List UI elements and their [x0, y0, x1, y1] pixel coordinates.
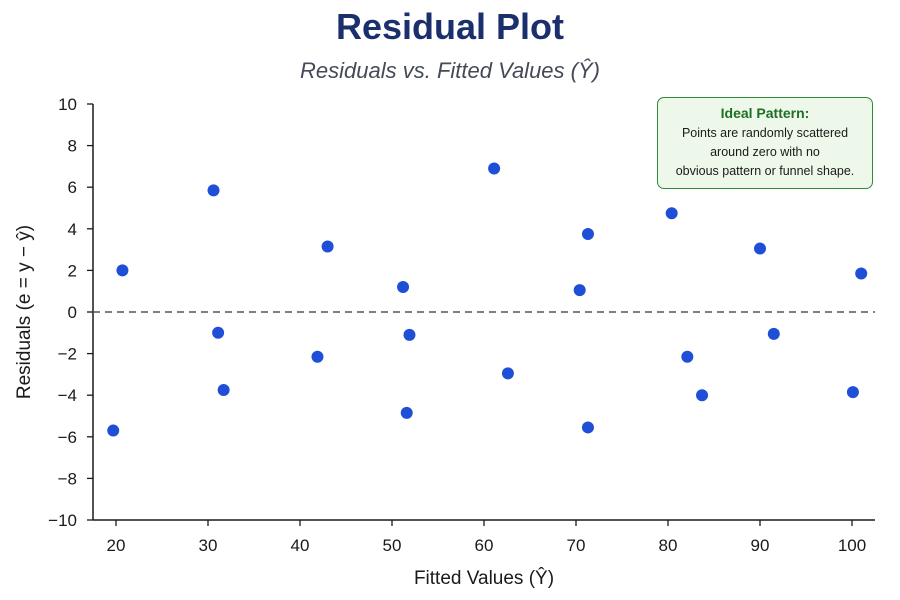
y-tick-label: 4 [68, 220, 77, 239]
ideal-pattern-line: Points are randomly scattered [681, 126, 849, 140]
y-tick-label: 6 [68, 178, 77, 197]
y-axis-title: Residuals (e = y − ŷ) [14, 225, 35, 399]
data-point [696, 389, 709, 402]
data-point [581, 421, 594, 434]
data-point [116, 264, 129, 277]
data-point [321, 240, 334, 253]
x-tick-label: 100 [838, 536, 866, 555]
x-axis-title: Fitted Values (Ŷ) [414, 567, 554, 589]
data-point [665, 207, 678, 220]
data-point [767, 327, 780, 340]
y-tick-label: 8 [68, 137, 77, 156]
x-tick-label: 40 [291, 536, 310, 555]
data-points [107, 162, 868, 437]
x-tick-label: 30 [199, 536, 218, 555]
ideal-pattern-title: Ideal Pattern: [720, 105, 810, 121]
data-point [754, 242, 766, 255]
y-tick-label: 0 [68, 303, 77, 322]
data-point [397, 281, 410, 294]
data-point [581, 228, 594, 240]
data-point [501, 367, 514, 380]
data-point [107, 424, 120, 437]
y-tick-label: 10 [58, 95, 77, 114]
y-tick-label: −8 [58, 469, 77, 488]
data-point [846, 386, 859, 399]
x-tick-label: 50 [383, 536, 402, 555]
data-point [400, 406, 413, 419]
chart-title: Residual Plot [335, 6, 565, 47]
y-tick-label: −2 [58, 345, 77, 364]
data-point [207, 184, 220, 197]
x-tick-label: 70 [567, 536, 586, 555]
data-point [855, 267, 868, 280]
data-point [573, 284, 586, 297]
y-tick-label: −6 [58, 428, 77, 447]
data-point [217, 384, 230, 396]
ideal-pattern-line: around zero with no [710, 145, 820, 159]
ideal-pattern-note: Ideal Pattern: Points are randomly scatt… [657, 97, 873, 189]
data-point [681, 350, 694, 363]
chart-subtitle: Residuals vs. Fitted Values (Ŷ) [300, 58, 600, 83]
x-tick-label: 90 [751, 536, 770, 555]
data-point [488, 162, 501, 175]
data-point [212, 326, 225, 339]
y-tick-label: −4 [58, 386, 77, 405]
y-tick-label: −10 [48, 511, 77, 530]
x-tick-label: 20 [107, 536, 126, 555]
x-tick-label: 60 [475, 536, 494, 555]
x-tick-label: 80 [659, 536, 678, 555]
data-point [311, 350, 324, 363]
ideal-pattern-line: obvious pattern or funnel shape. [675, 164, 855, 178]
data-point [403, 328, 416, 341]
y-tick-label: 2 [68, 261, 77, 280]
